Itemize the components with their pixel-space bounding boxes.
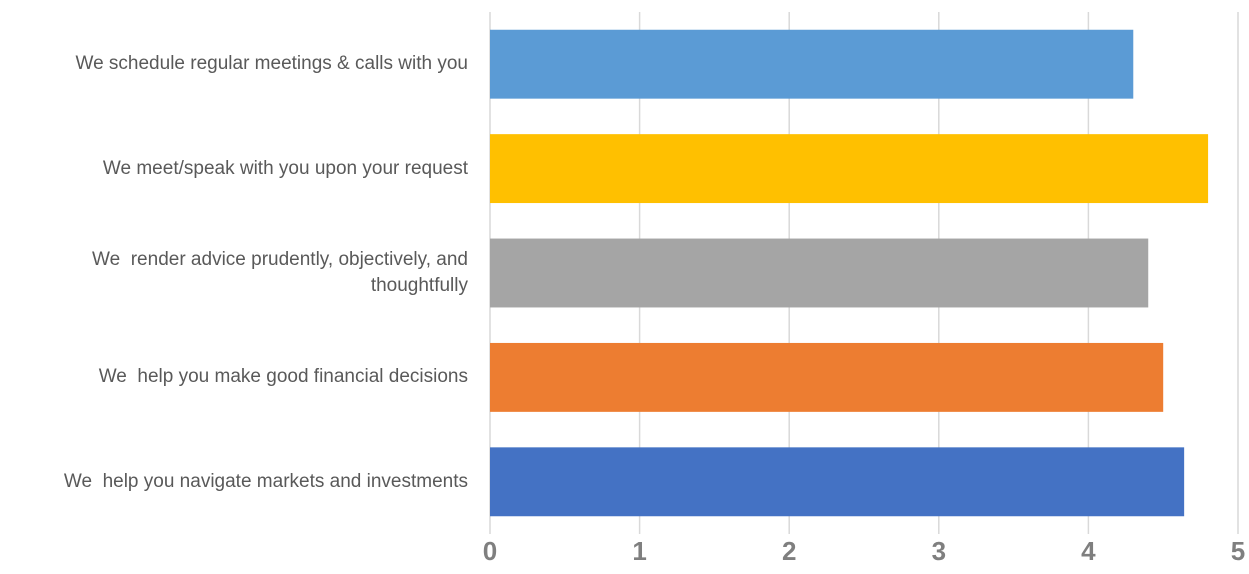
y-tick-label: We meet/speak with you upon your request bbox=[102, 157, 468, 179]
x-tick-label: 2 bbox=[782, 536, 796, 566]
x-tick-label: 5 bbox=[1231, 536, 1245, 566]
bar bbox=[490, 29, 1134, 99]
x-tick-label: 4 bbox=[1081, 536, 1096, 566]
y-tick-label: We schedule regular meetings & calls wit… bbox=[75, 53, 468, 75]
y-tick-label: We render advice prudently, objectively,… bbox=[92, 249, 474, 296]
bar bbox=[490, 238, 1149, 308]
x-tick-label: 1 bbox=[632, 536, 646, 566]
y-tick-label: We help you navigate markets and investm… bbox=[63, 470, 468, 492]
bar bbox=[490, 134, 1209, 204]
x-tick-label: 3 bbox=[932, 536, 946, 566]
x-tick-label: 0 bbox=[483, 536, 497, 566]
y-tick-label: We help you make good financial decision… bbox=[98, 366, 468, 388]
bar bbox=[490, 342, 1164, 412]
bar bbox=[490, 447, 1185, 517]
